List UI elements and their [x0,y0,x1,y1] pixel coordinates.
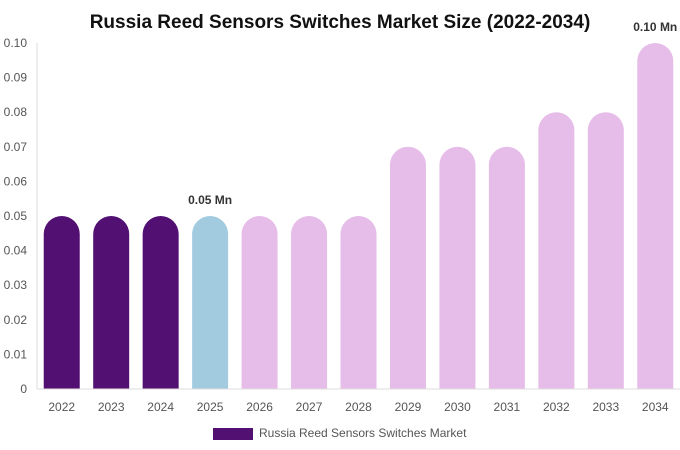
y-tick-label: 0.07 [4,140,28,154]
y-tick-label: 0.08 [4,105,28,119]
x-tick-label: 2033 [592,400,619,414]
bar-2024[interactable] [142,216,179,389]
x-axis: 2022 2023 2024 2025 2026 2027 2028 2029 2030 2031… [37,388,680,414]
legend-label: Russia Reed Sensors Switches Market [259,426,467,440]
bar-2023[interactable] [93,216,130,389]
chart-title: Russia Reed Sensors Switches Market Size… [90,12,591,33]
bar-2026[interactable] [241,216,278,389]
x-tick-label: 2027 [296,400,323,414]
y-tick-label: 0.09 [4,71,28,85]
x-tick-label: 2024 [147,400,174,414]
bar-2031[interactable] [488,146,525,389]
x-tick-label: 2029 [395,400,422,414]
y-tick-label: 0.02 [4,313,28,327]
bar-2029[interactable] [389,146,426,389]
legend[interactable]: Russia Reed Sensors Switches Market [213,426,467,440]
data-label: 0.05 Mn [188,193,232,207]
bar-2034[interactable] [637,43,674,389]
x-tick-label: 2025 [197,400,224,414]
y-tick-label: 0.01 [4,347,28,361]
y-tick-label: 0.10 [4,36,28,50]
y-tick-label: 0.03 [4,278,28,292]
bar-2027[interactable] [291,216,328,389]
bar-2032[interactable] [538,112,575,389]
data-label: 0.10 Mn [633,20,677,34]
x-tick-label: 2022 [48,400,75,414]
x-tick-label: 2028 [345,400,372,414]
y-tick-label: 0 [20,382,27,396]
x-tick-label: 2030 [444,400,471,414]
bar-2022[interactable] [43,216,80,389]
y-tick-label: 0.06 [4,174,28,188]
x-tick-label: 2031 [494,400,521,414]
x-tick-label: 2026 [246,400,273,414]
x-tick-label: 2032 [543,400,570,414]
data-labels: 0.05 Mn 0.10 Mn [188,20,677,207]
x-tick-label: 2034 [642,400,669,414]
bar-2025[interactable] [192,216,229,389]
y-tick-label: 0.05 [4,209,28,223]
y-tick-label: 0.04 [4,244,28,258]
bar-2033[interactable] [587,112,624,389]
bars [43,43,674,389]
x-tick-label: 2023 [98,400,125,414]
bar-2028[interactable] [340,216,377,389]
legend-swatch [213,428,253,440]
y-axis: 0 0.01 0.02 0.03 0.04 0.05 0.06 0.07 0.08 0.09 0.1… [4,36,38,396]
bar-2030[interactable] [439,146,476,389]
